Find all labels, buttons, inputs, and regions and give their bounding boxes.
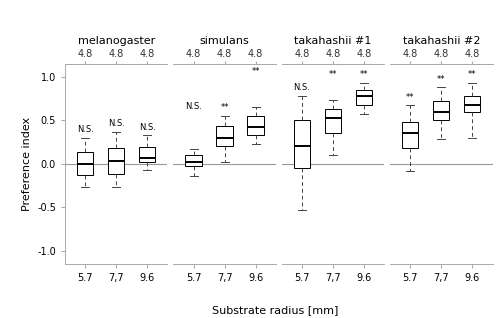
Title: takahashii #2: takahashii #2: [402, 36, 480, 46]
Text: **: **: [328, 70, 337, 79]
PathPatch shape: [356, 90, 372, 105]
Text: N.S.: N.S.: [138, 122, 156, 132]
Text: **: **: [468, 70, 476, 79]
PathPatch shape: [402, 122, 418, 148]
Text: Substrate radius [mm]: Substrate radius [mm]: [212, 305, 338, 315]
PathPatch shape: [464, 96, 480, 112]
Text: **: **: [220, 103, 229, 112]
Text: N.S.: N.S.: [294, 83, 310, 92]
Text: N.S.: N.S.: [108, 119, 124, 128]
PathPatch shape: [186, 155, 202, 166]
Text: N.S.: N.S.: [76, 125, 94, 134]
PathPatch shape: [77, 152, 93, 175]
Text: **: **: [252, 67, 260, 76]
Text: **: **: [360, 70, 368, 79]
Text: **: **: [406, 93, 414, 102]
PathPatch shape: [216, 126, 232, 146]
PathPatch shape: [108, 148, 124, 174]
PathPatch shape: [294, 120, 310, 168]
Y-axis label: Preference index: Preference index: [22, 117, 32, 211]
Title: takahashii #1: takahashii #1: [294, 36, 372, 46]
PathPatch shape: [434, 101, 450, 120]
Text: **: **: [437, 75, 446, 84]
PathPatch shape: [248, 116, 264, 135]
PathPatch shape: [325, 109, 341, 133]
Text: N.S.: N.S.: [185, 102, 202, 111]
Title: melanogaster: melanogaster: [78, 36, 155, 46]
PathPatch shape: [139, 147, 155, 162]
Title: simulans: simulans: [200, 36, 250, 46]
